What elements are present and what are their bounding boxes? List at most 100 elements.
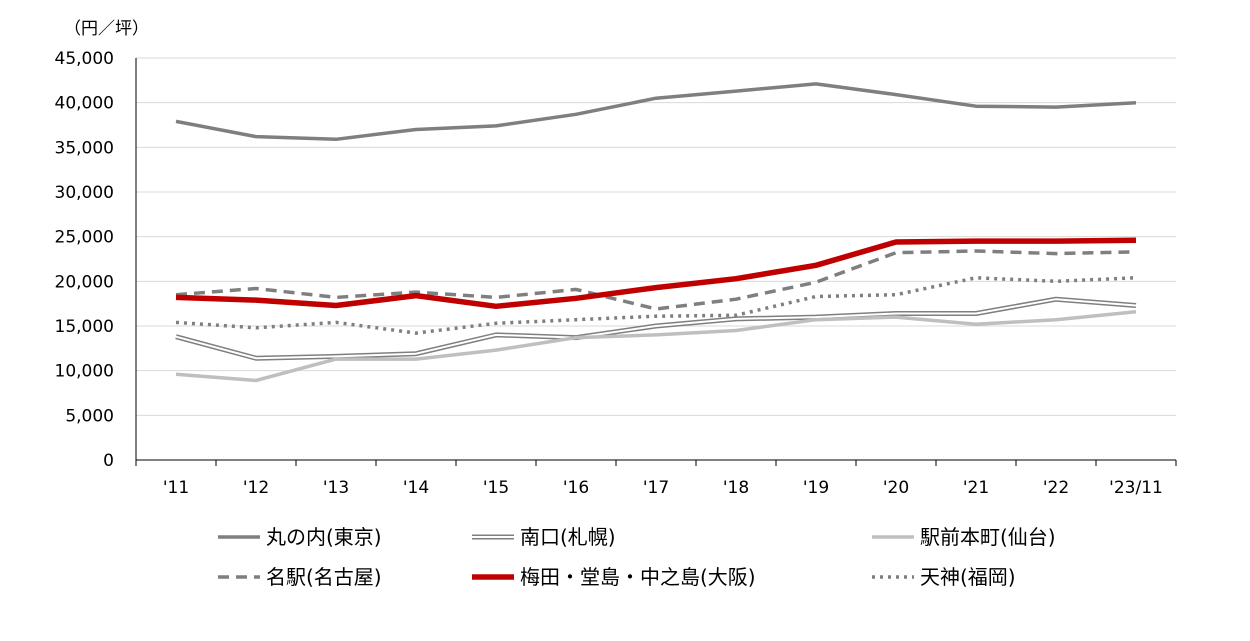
- legend-label: 南口(札幌): [520, 525, 616, 549]
- data-point: [494, 124, 498, 128]
- data-point: [1054, 239, 1058, 243]
- series-line: [175, 276, 1137, 335]
- data-point: [334, 137, 338, 141]
- y-tick-label: 30,000: [55, 183, 114, 203]
- data-point: [814, 280, 818, 284]
- data-point: [414, 357, 418, 361]
- data-point: [494, 304, 498, 308]
- data-point: [254, 135, 258, 139]
- legend-label: 丸の内(東京): [266, 525, 382, 549]
- data-point: [654, 96, 658, 100]
- data-point: [734, 328, 738, 332]
- data-point: [494, 321, 498, 325]
- legend-item: 丸の内(東京): [218, 525, 382, 549]
- data-point: [574, 318, 578, 322]
- legend: 丸の内(東京) 南口(札幌) 駅前本町(仙台) 名駅(名古屋) 梅田・堂島・中之島(大阪…: [218, 525, 1056, 589]
- series-line: [175, 82, 1137, 142]
- y-tick-label: 25,000: [55, 228, 114, 248]
- data-point: [334, 303, 338, 307]
- data-point: [1054, 297, 1058, 301]
- data-point: [894, 311, 898, 315]
- data-point: [254, 326, 258, 330]
- data-point: [254, 356, 258, 360]
- data-point: [734, 313, 738, 317]
- data-point: [494, 348, 498, 352]
- data-point: [734, 297, 738, 301]
- data-point: [254, 286, 258, 290]
- data-point: [174, 295, 178, 299]
- data-point: [1134, 276, 1138, 280]
- x-tick-label: '18: [723, 478, 749, 498]
- data-point: [654, 324, 658, 328]
- data-point: [1134, 238, 1138, 242]
- axes: 0 5,000 10,000 15,000 20,000 25,000 30,000 35,0…: [55, 49, 1177, 498]
- data-point: [1054, 252, 1058, 256]
- data-point: [974, 276, 978, 280]
- legend-item: 天神(福岡): [872, 565, 1016, 589]
- data-point: [334, 295, 338, 299]
- data-point: [734, 89, 738, 93]
- series-4: [174, 237, 1138, 310]
- data-point: [894, 293, 898, 297]
- series-5: [175, 276, 1138, 335]
- x-tick-label: '16: [563, 478, 589, 498]
- data-point: [814, 263, 818, 267]
- x-tick-label: '11: [163, 478, 189, 498]
- data-point: [1134, 303, 1138, 307]
- data-point: [894, 93, 898, 97]
- data-point: [574, 287, 578, 291]
- data-point: [414, 127, 418, 131]
- series-line: [175, 309, 1137, 383]
- data-point: [814, 82, 818, 86]
- data-point: [254, 378, 258, 382]
- data-point: [574, 112, 578, 116]
- y-tick-label: 40,000: [55, 94, 114, 114]
- data-point: [974, 311, 978, 315]
- legend-item: 南口(札幌): [472, 525, 616, 549]
- data-point: [1134, 310, 1138, 314]
- data-point: [974, 249, 978, 253]
- x-tick-label: '20: [883, 478, 909, 498]
- x-tick-label: '19: [803, 478, 829, 498]
- y-tick-label: 20,000: [55, 272, 114, 292]
- data-point: [334, 320, 338, 324]
- series-3: [175, 249, 1138, 311]
- data-point: [334, 357, 338, 361]
- data-point: [174, 119, 178, 123]
- data-point: [1134, 250, 1138, 254]
- x-tick-label: '22: [1043, 478, 1069, 498]
- data-point: [974, 104, 978, 108]
- data-point: [814, 318, 818, 322]
- data-point: [734, 277, 738, 281]
- y-tick-label: 35,000: [55, 138, 114, 158]
- data-point: [494, 333, 498, 337]
- y-tick-label: 45,000: [55, 49, 114, 69]
- data-point: [814, 295, 818, 299]
- data-point: [894, 315, 898, 319]
- x-tick-label: '23/11: [1109, 478, 1163, 498]
- data-point: [494, 295, 498, 299]
- legend-label: 名駅(名古屋): [266, 565, 382, 589]
- data-point: [574, 296, 578, 300]
- series-line: [175, 249, 1137, 311]
- data-point: [974, 239, 978, 243]
- data-point: [734, 317, 738, 321]
- grid-lines: [136, 57, 1176, 416]
- data-point: [1134, 101, 1138, 105]
- data-point: [574, 336, 578, 340]
- data-point: [414, 352, 418, 356]
- series-0: [174, 82, 1138, 142]
- x-tick-label: '14: [403, 478, 429, 498]
- series-line: [175, 237, 1137, 310]
- data-point: [654, 307, 658, 311]
- y-tick-label: 10,000: [55, 362, 114, 382]
- data-point: [414, 331, 418, 335]
- series-lines: [174, 82, 1138, 383]
- data-point: [1054, 105, 1058, 109]
- legend-label: 梅田・堂島・中之島(大阪): [520, 565, 756, 589]
- data-point: [1054, 279, 1058, 283]
- legend-label: 駅前本町(仙台): [920, 525, 1056, 549]
- x-tick-label: '17: [643, 478, 669, 498]
- x-tick-label: '21: [963, 478, 989, 498]
